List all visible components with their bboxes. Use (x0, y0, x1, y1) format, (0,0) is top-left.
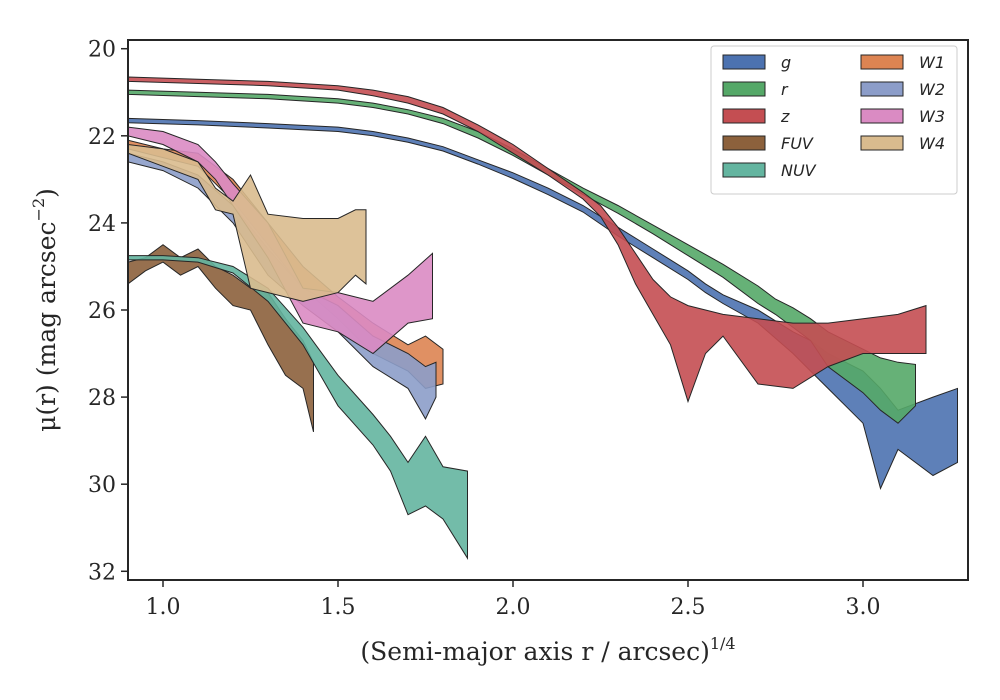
y-tick-label: 20 (88, 38, 116, 63)
legend-label-r: r (781, 80, 789, 99)
x-axis-label-text: (Semi-major axis r / arcsec) (360, 637, 709, 666)
series-band-g (128, 117, 958, 490)
legend-swatch-w2 (860, 81, 904, 97)
legend-label-w4: W4 (919, 134, 945, 153)
x-tick-label: 1.5 (321, 595, 356, 620)
legend-swatch-nuv (722, 162, 766, 178)
legend-swatch-w3 (860, 108, 904, 124)
y-axis-label: μ(r) (mag arcsec−2) (29, 188, 61, 432)
legend-swatch-g (722, 54, 766, 70)
legend: grz FUV NUV W1 W2 W3 W4 (710, 45, 958, 195)
legend-label-z: z (780, 107, 790, 126)
y-tick-label: 28 (88, 386, 116, 411)
y-axis-label-exponent: −2 (29, 198, 48, 222)
y-tick-label: 26 (88, 299, 116, 324)
legend-swatch-w1 (860, 54, 904, 70)
y-tick-label: 32 (88, 560, 116, 585)
series-band-fuv (128, 244, 314, 433)
legend-swatch-w4 (860, 135, 904, 151)
x-tick-label: 2.5 (671, 595, 706, 620)
x-tick-label: 3.0 (846, 595, 881, 620)
legend-label-g: g (781, 53, 791, 72)
y-tick-label: 22 (88, 125, 116, 150)
series-band-w3 (128, 126, 433, 355)
y-tick-label: 24 (88, 212, 116, 237)
legend-label-w1: W1 (919, 53, 945, 72)
legend-label-w3: W3 (919, 107, 945, 126)
legend-label-w2: W2 (919, 80, 945, 99)
series-band-z (128, 76, 927, 404)
series-band-nuv (128, 255, 468, 560)
x-tick-label: 2.0 (496, 595, 531, 620)
x-axis-label: (Semi-major axis r / arcsec)1/4 (360, 634, 735, 666)
x-axis-label-exponent: 1/4 (710, 634, 736, 653)
y-axis-label-close: ) (32, 188, 61, 198)
plot-area (128, 76, 958, 560)
y-axis-label-text: μ(r) (mag arcsec (32, 221, 61, 431)
x-tick-label: 1.0 (146, 595, 181, 620)
y-tick-label: 30 (88, 473, 116, 498)
legend-label-nuv: NUV (781, 161, 817, 180)
legend-swatch-r (722, 81, 766, 97)
legend-swatch-fuv (722, 135, 766, 151)
legend-label-fuv: FUV (781, 134, 814, 153)
axis-ticks: 1.0 1.5 2.0 2.5 3.0 20 22 24 26 28 30 32 (88, 38, 881, 620)
series-band-w4 (128, 143, 367, 302)
legend-swatch-z (722, 108, 766, 124)
